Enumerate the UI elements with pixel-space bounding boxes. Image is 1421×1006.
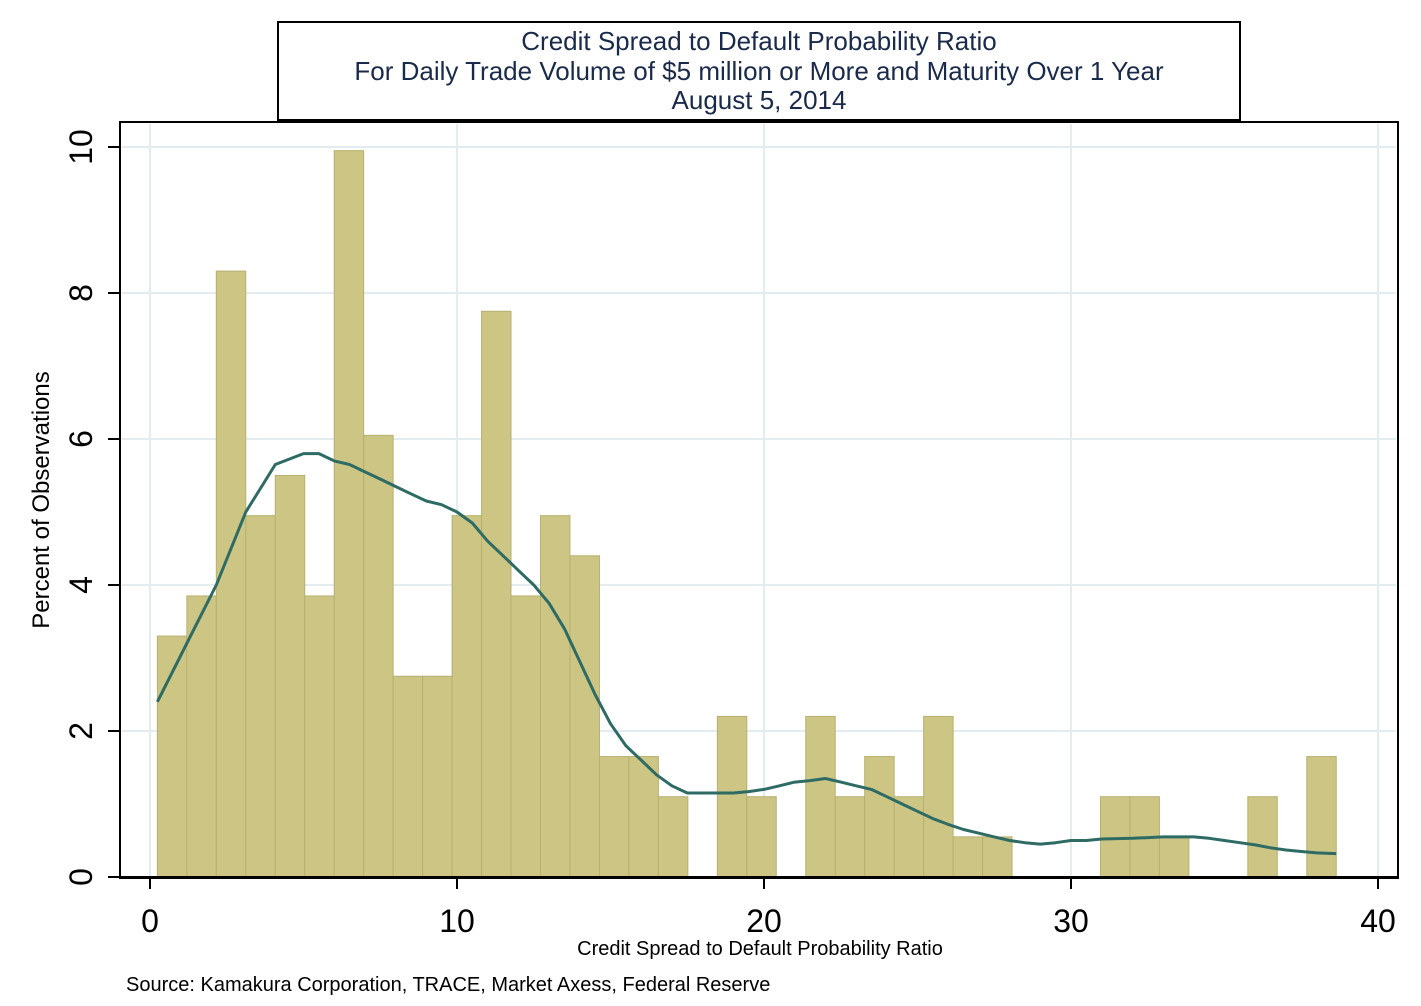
histogram-bar [952, 836, 984, 878]
histogram-bar [245, 515, 276, 878]
title-box [277, 21, 1241, 121]
source-note: Source: Kamakura Corporation, TRACE, Mar… [126, 974, 770, 996]
x-tick-label-30: 30 [1053, 903, 1089, 939]
axes [108, 122, 1398, 889]
chart-title-line-1: Credit Spread to Default Probability Rat… [521, 26, 996, 56]
chart-title-line-3: August 5, 2014 [672, 85, 847, 115]
histogram-bar [657, 796, 689, 878]
x-tick-label-40: 40 [1360, 903, 1396, 939]
x-axis-title: Credit Spread to Default Probability Rat… [577, 938, 943, 960]
y-tick-label-4: 4 [63, 576, 99, 594]
histogram-bar [569, 555, 600, 878]
histogram-bar [598, 756, 630, 878]
histogram-bar [363, 434, 394, 878]
histogram-bar [864, 756, 895, 878]
histogram-bar [834, 796, 866, 878]
histogram-bar [392, 675, 424, 878]
density-curve-layer [156, 452, 1337, 856]
histogram-bar [215, 270, 247, 878]
histogram-bar [923, 715, 954, 878]
x-tick-label-10: 10 [439, 903, 475, 939]
y-tick-label-2: 2 [63, 722, 99, 740]
histogram-bar [1099, 796, 1131, 878]
histogram-bar [333, 150, 365, 878]
histogram-bar [304, 595, 335, 878]
x-tick-label-0: 0 [141, 903, 159, 939]
histogram-bar [805, 715, 836, 878]
histogram-bars [156, 150, 1337, 878]
histogram-bar [628, 756, 659, 878]
x-tick-label-20: 20 [746, 903, 782, 939]
histogram-bar [186, 595, 217, 878]
histogram-bar [716, 715, 748, 878]
histogram-bar [982, 836, 1013, 878]
y-tick-label-8: 8 [63, 284, 99, 302]
y-axis-title: Percent of Observations [28, 371, 55, 628]
histogram-bar [746, 796, 777, 878]
histogram-bar [510, 595, 542, 878]
histogram-bar [1306, 756, 1337, 878]
chart-title-line-2: For Daily Trade Volume of $5 million or … [354, 56, 1164, 86]
y-tick-label-6: 6 [63, 430, 99, 448]
y-tick-label-0: 0 [63, 868, 99, 886]
histogram-bar [274, 475, 306, 878]
histogram-bar [1247, 796, 1278, 878]
histogram-bar [540, 515, 571, 878]
histogram-bar [1158, 836, 1190, 878]
histogram-bar [422, 675, 453, 878]
histogram-bar [451, 515, 483, 878]
density-curve [156, 452, 1337, 856]
histogram-bar [481, 310, 512, 878]
y-tick-label-10: 10 [63, 129, 99, 165]
